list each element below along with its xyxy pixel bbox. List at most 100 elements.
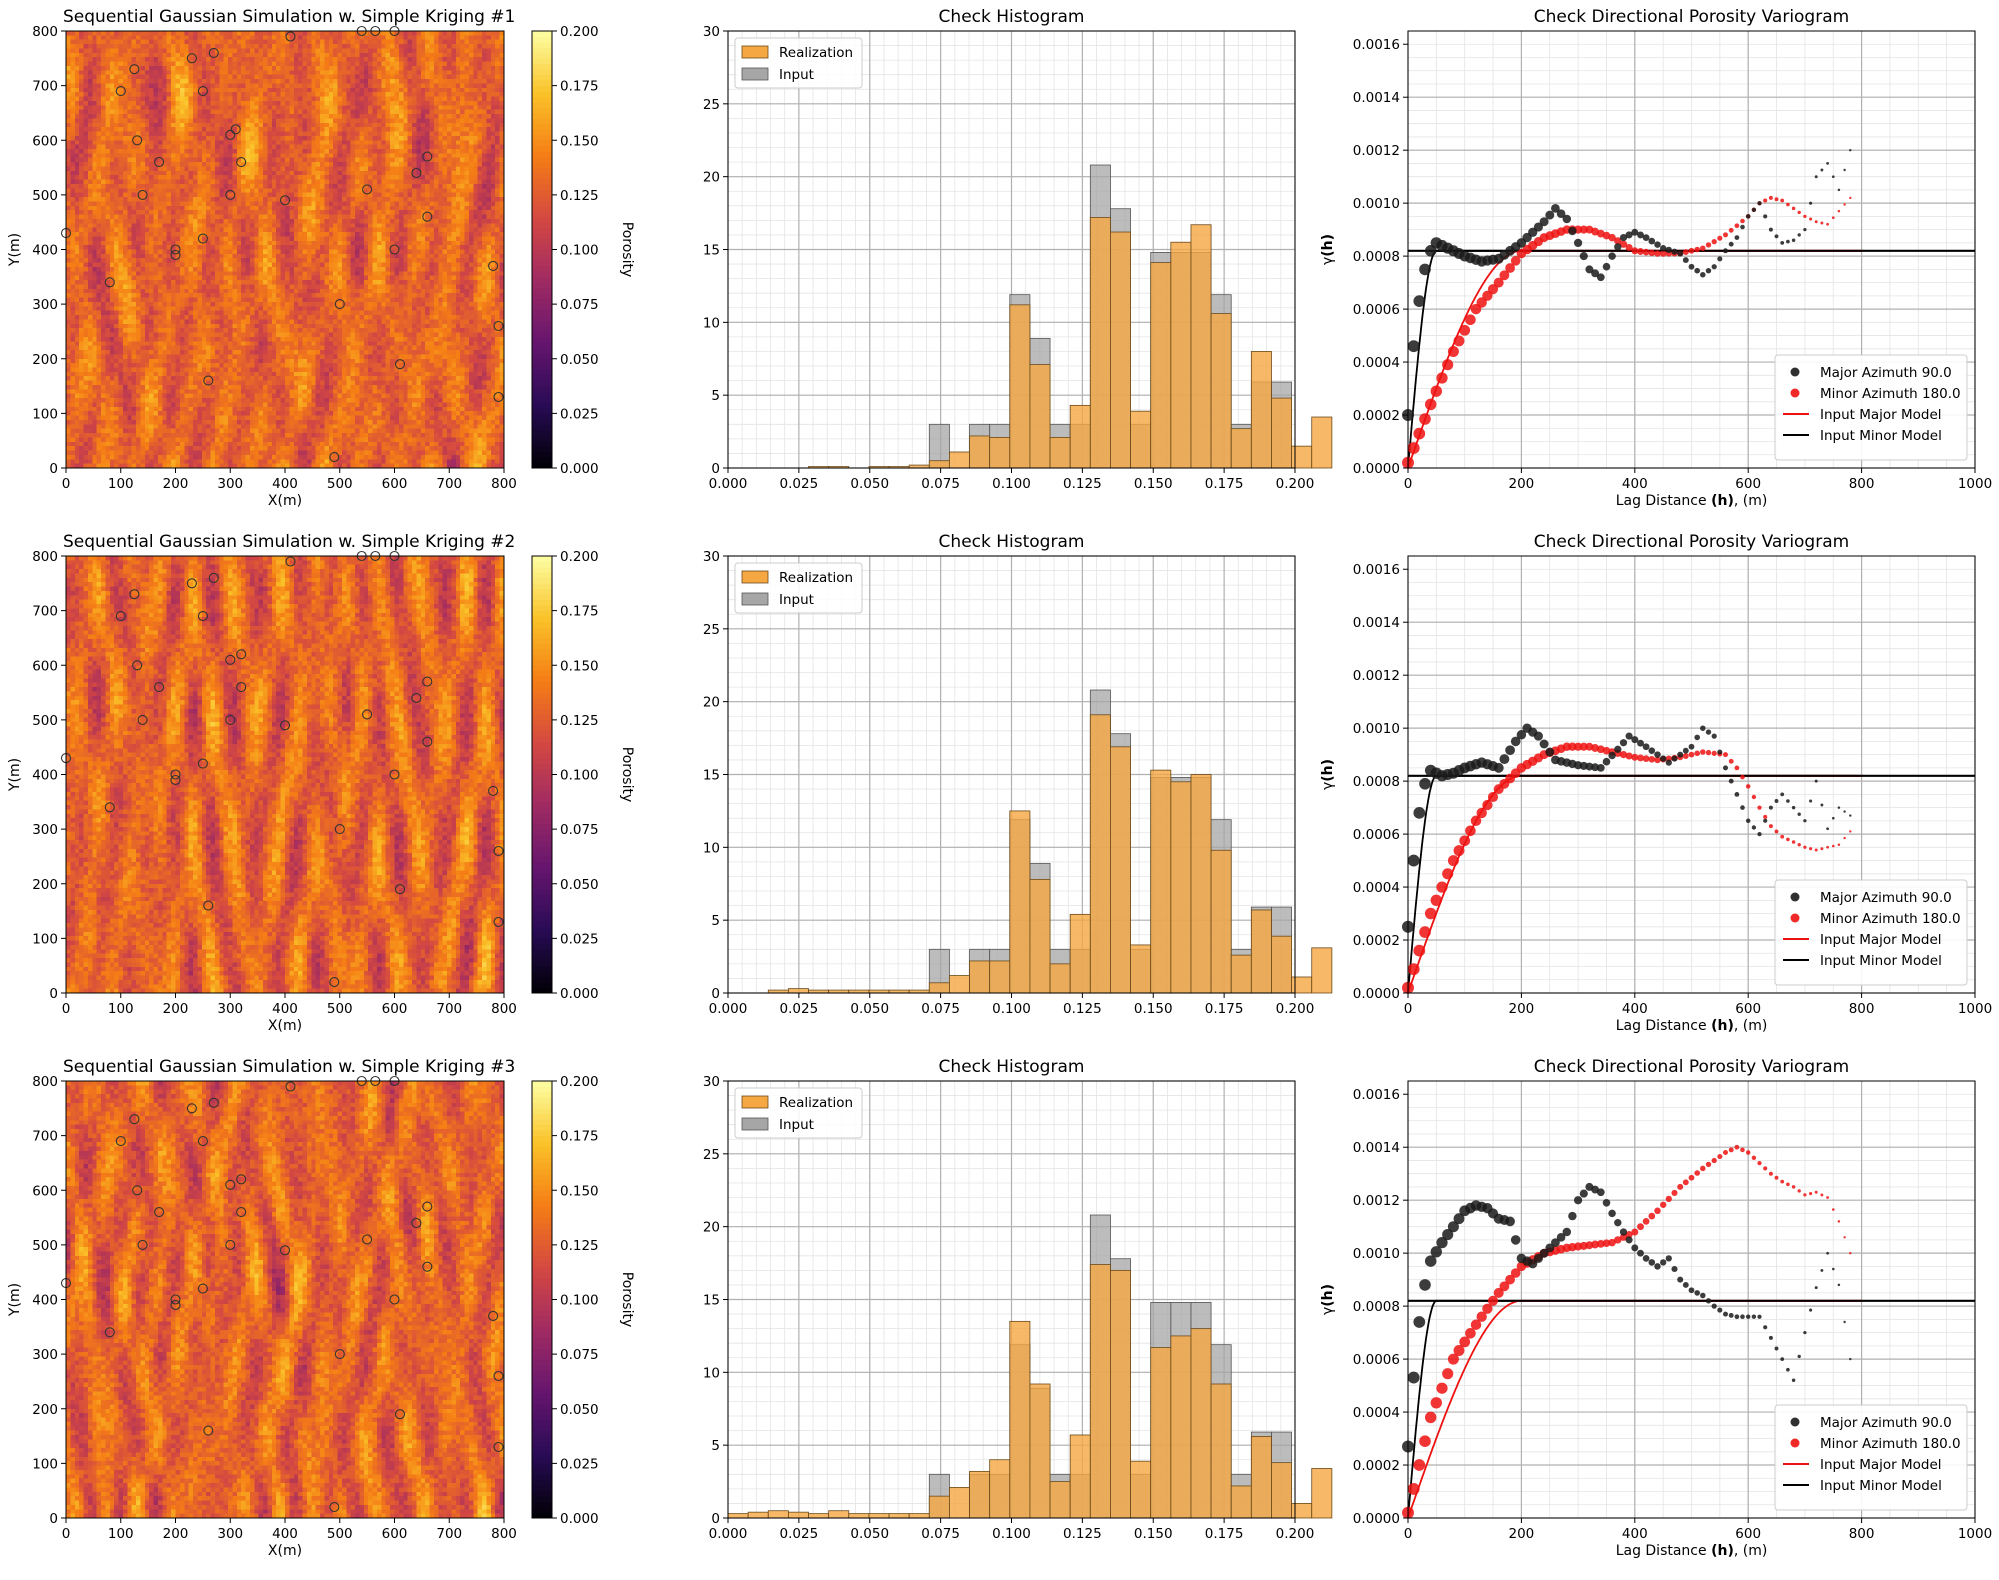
- heatmap-cell: [188, 450, 194, 456]
- heatmap-cell: [201, 109, 207, 115]
- heatmap-cell: [258, 140, 264, 145]
- heatmap-cell: [66, 153, 71, 159]
- heatmap-cell: [201, 258, 207, 263]
- heatmap-cell: [105, 380, 111, 386]
- heatmap-cell: [201, 197, 207, 202]
- heatmap-cell: [193, 31, 198, 36]
- heatmap-cell: [258, 345, 264, 351]
- heatmap-cell: [280, 223, 286, 228]
- heatmap-cell: [258, 109, 264, 115]
- heatmap-cell: [171, 424, 176, 430]
- heatmap-cell: [74, 105, 80, 111]
- heatmap-cell: [206, 197, 211, 202]
- heatmap-cell: [79, 170, 84, 176]
- heatmap-cell: [228, 306, 233, 312]
- heatmap-cell: [109, 367, 115, 373]
- heatmap-cell: [149, 144, 154, 150]
- heatmap-cell: [105, 227, 111, 233]
- heatmap-cell: [184, 227, 189, 233]
- heatmap-cell: [153, 419, 159, 425]
- heatmap-cell: [109, 284, 115, 290]
- heatmap-cell: [201, 306, 207, 312]
- heatmap-cell: [87, 205, 93, 211]
- heatmap-cell: [79, 441, 84, 447]
- heatmap-cell: [83, 398, 89, 403]
- heatmap-cell: [271, 450, 277, 456]
- heatmap-cell: [122, 79, 128, 84]
- heatmap-cell: [66, 258, 71, 263]
- heatmap-cell: [223, 48, 229, 54]
- heatmap-cell: [276, 402, 281, 408]
- heatmap-cell: [144, 31, 150, 36]
- heatmap-cell: [280, 376, 286, 381]
- heatmap-cell: [223, 57, 229, 62]
- heatmap-cell: [87, 319, 93, 325]
- heatmap-cell: [70, 288, 76, 294]
- heatmap-cell: [271, 192, 277, 198]
- heatmap-cell: [188, 271, 194, 277]
- heatmap-cell: [171, 83, 176, 89]
- heatmap-cell: [87, 341, 93, 346]
- heatmap-cell: [74, 232, 80, 237]
- heatmap-cell: [149, 135, 154, 141]
- heatmap-cell: [271, 74, 277, 80]
- heatmap-cell: [267, 70, 273, 76]
- heatmap-cell: [118, 306, 124, 312]
- heatmap-cell: [118, 376, 124, 381]
- heatmap-cell: [271, 384, 277, 390]
- heatmap-cell: [136, 306, 141, 312]
- heatmap-cell: [157, 306, 163, 312]
- heatmap-cell: [214, 218, 220, 224]
- heatmap-cell: [87, 393, 93, 399]
- heatmap-cell: [219, 315, 225, 320]
- heatmap-cell: [245, 415, 251, 421]
- heatmap-cell: [175, 249, 181, 255]
- heatmap-cell: [280, 249, 286, 255]
- heatmap-cell: [70, 446, 76, 451]
- heatmap-cell: [127, 240, 133, 246]
- heatmap-cell: [263, 332, 268, 338]
- heatmap-cell: [179, 223, 185, 228]
- heatmap-cell: [127, 376, 133, 381]
- heatmap-cell: [96, 175, 102, 180]
- heatmap-cell: [114, 384, 119, 390]
- heatmap-cell: [101, 122, 106, 128]
- heatmap-cell: [83, 114, 89, 119]
- heatmap-cell: [206, 214, 211, 220]
- heatmap-cell: [201, 92, 207, 97]
- heatmap-cell: [219, 275, 225, 281]
- heatmap-cell: [179, 328, 185, 333]
- heatmap-cell: [267, 441, 273, 447]
- heatmap-cell: [87, 253, 93, 259]
- heatmap-cell: [223, 384, 229, 390]
- heatmap-cell: [184, 205, 189, 211]
- heatmap-cell: [184, 293, 189, 298]
- heatmap-cell: [157, 393, 163, 399]
- heatmap-cell: [144, 406, 150, 412]
- heatmap-cell: [245, 197, 251, 202]
- heatmap-cell: [271, 433, 277, 438]
- heatmap-cell: [144, 424, 150, 430]
- heatmap-cell: [175, 157, 181, 163]
- heatmap-cell: [223, 433, 229, 438]
- heatmap-cell: [175, 240, 181, 246]
- heatmap-cell: [87, 271, 93, 277]
- heatmap-cell: [210, 253, 216, 259]
- heatmap-cell: [149, 332, 154, 338]
- heatmap-cell: [271, 371, 277, 377]
- heatmap-cell: [206, 87, 211, 93]
- heatmap-cell: [271, 266, 277, 272]
- heatmap-cell: [241, 328, 246, 333]
- heatmap-cell: [258, 271, 264, 277]
- heatmap-cell: [197, 179, 203, 185]
- heatmap-cell: [197, 192, 203, 198]
- heatmap-cell: [201, 402, 207, 408]
- heatmap-cell: [144, 109, 150, 115]
- heatmap-cell: [131, 389, 137, 395]
- heatmap-cell: [109, 389, 115, 395]
- heatmap-cell: [201, 310, 207, 316]
- heatmap-cell: [214, 162, 220, 167]
- heatmap-cell: [131, 463, 137, 469]
- heatmap-cell: [223, 419, 229, 425]
- heatmap-cell: [109, 415, 115, 421]
